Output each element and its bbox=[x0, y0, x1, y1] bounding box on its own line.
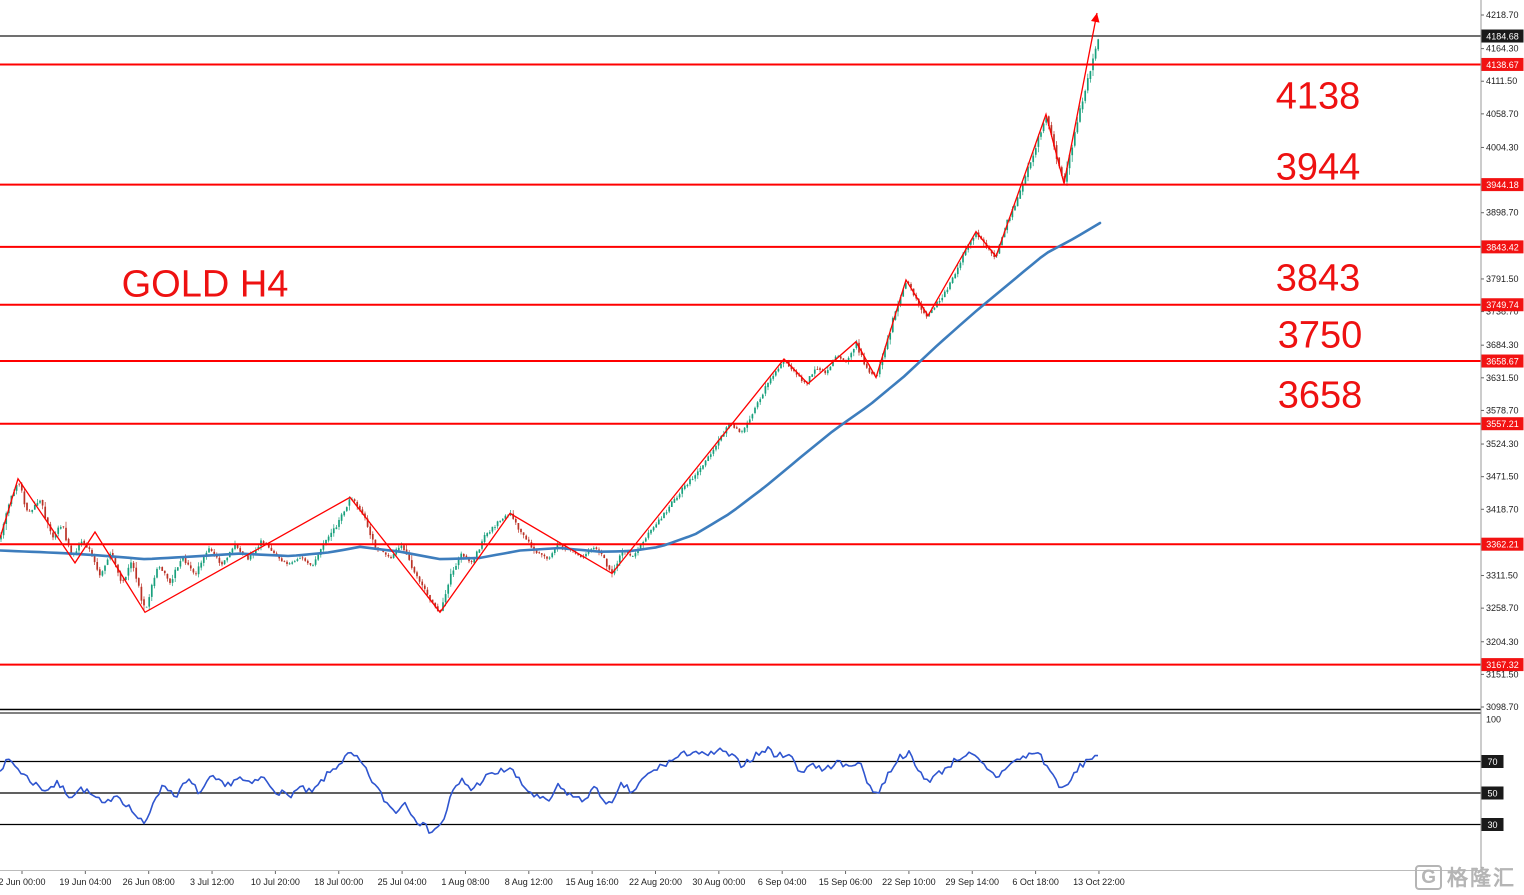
moving-average-line bbox=[0, 221, 1102, 561]
watermark-text: 格隆汇 bbox=[1447, 867, 1516, 890]
time-axis-label: 3 Jul 12:00 bbox=[190, 877, 234, 887]
price-axis-label: 3524.30 bbox=[1486, 439, 1519, 449]
watermark-logo-icon: G bbox=[1415, 864, 1442, 890]
rsi-level-tag-label: 50 bbox=[1487, 789, 1497, 799]
price-level-tag-label: 3167.32 bbox=[1486, 660, 1519, 670]
rsi-level-tag bbox=[1481, 755, 1504, 768]
price-level-tag-label: 4138.67 bbox=[1486, 60, 1519, 70]
price-axis-label: 3791.50 bbox=[1486, 274, 1519, 284]
level-annotation-3750[interactable]: 3750 bbox=[1277, 314, 1363, 357]
price-axis-label: 3258.70 bbox=[1486, 603, 1519, 613]
time-axis-label: 22 Sep 10:00 bbox=[882, 877, 936, 887]
price-level-tag bbox=[1481, 240, 1524, 254]
price-axis-label: 3151.50 bbox=[1486, 669, 1519, 679]
price-level-tag bbox=[1481, 178, 1524, 192]
time-axis-label: 1 Aug 08:00 bbox=[441, 877, 489, 887]
price-level-tag-label: 3362.21 bbox=[1486, 540, 1519, 550]
current-price-tag-label: 4184.68 bbox=[1486, 32, 1519, 42]
price-level-tag bbox=[1481, 537, 1524, 551]
price-level-tag-label: 3944.18 bbox=[1486, 180, 1519, 190]
rsi-level-tag bbox=[1481, 818, 1504, 831]
rsi-level-tag bbox=[1481, 786, 1504, 800]
price-axis-label: 3631.50 bbox=[1486, 373, 1519, 383]
price-axis-label: 4058.70 bbox=[1486, 109, 1519, 119]
price-axis-label: 3098.70 bbox=[1486, 702, 1519, 712]
time-axis-label: 10 Jul 20:00 bbox=[251, 877, 300, 887]
arrow-up-icon bbox=[1091, 12, 1100, 23]
price-level-tag-label: 3557.21 bbox=[1486, 419, 1519, 429]
price-level-tag bbox=[1481, 298, 1524, 312]
rsi-axis-label: 100 bbox=[1486, 714, 1501, 724]
time-axis-label: 29 Sep 14:00 bbox=[945, 877, 999, 887]
time-axis-label: 8 Aug 12:00 bbox=[505, 877, 553, 887]
current-price-tag bbox=[1481, 29, 1524, 43]
support-resistance-lines[interactable] bbox=[0, 63, 1481, 666]
time-axis-label: 6 Sep 04:00 bbox=[758, 877, 807, 887]
time-axis-label: 15 Aug 16:00 bbox=[566, 877, 619, 887]
price-level-tag bbox=[1481, 354, 1524, 368]
price-level-tag-label: 3749.74 bbox=[1486, 300, 1519, 310]
time-axis-label: 30 Aug 00:00 bbox=[692, 877, 745, 887]
price-axis-label: 3738.70 bbox=[1486, 307, 1519, 317]
time-axis-label: 22 Aug 20:00 bbox=[629, 877, 682, 887]
candlestick-series bbox=[0, 38, 1100, 612]
time-axis-label: 6 Oct 18:00 bbox=[1012, 877, 1059, 887]
rsi-level-tag-label: 70 bbox=[1487, 757, 1497, 767]
price-level-tag bbox=[1481, 417, 1524, 431]
price-level-tag bbox=[1481, 57, 1524, 71]
zigzag-trendline[interactable] bbox=[0, 12, 1100, 614]
level-annotation-4138[interactable]: 4138 bbox=[1275, 75, 1361, 118]
price-axis-label: 3311.50 bbox=[1486, 571, 1518, 581]
time-axis-label: 13 Oct 22:00 bbox=[1073, 877, 1125, 887]
price-axis-label: 3684.30 bbox=[1486, 340, 1519, 350]
rsi-line bbox=[0, 746, 1099, 834]
price-axis-label: 4218.70 bbox=[1486, 10, 1519, 20]
price-level-tag-label: 3843.42 bbox=[1486, 242, 1519, 252]
time-axis-label: 19 Jun 04:00 bbox=[59, 877, 111, 887]
price-axis-label: 4164.30 bbox=[1486, 44, 1519, 54]
price-axis-label: 3471.50 bbox=[1486, 472, 1519, 482]
time-axis-label: 15 Sep 06:00 bbox=[819, 877, 873, 887]
time-axis-label: 25 Jul 04:00 bbox=[378, 877, 427, 887]
price-level-tag-label: 3658.67 bbox=[1486, 357, 1519, 367]
price-axis[interactable]: 4218.70 4164.30 4111.50 4058.70 4004.30 3898.… bbox=[1481, 10, 1524, 831]
level-annotation-3944[interactable]: 3944 bbox=[1275, 146, 1361, 189]
watermark: G 格隆汇 bbox=[1415, 862, 1516, 892]
chart-title-annotation[interactable]: GOLD H4 bbox=[121, 263, 289, 306]
price-axis-label: 3418.70 bbox=[1486, 504, 1519, 514]
level-annotation-3843[interactable]: 3843 bbox=[1275, 257, 1361, 300]
price-axis-label: 3578.70 bbox=[1486, 405, 1519, 415]
time-axis[interactable]: 2 Jun 00:00 19 Jun 04:00 26 Jun 08:00 3 Jul… bbox=[0, 871, 1125, 887]
price-axis-label: 4111.50 bbox=[1486, 76, 1517, 86]
price-axis-label: 3204.30 bbox=[1486, 637, 1519, 647]
time-axis-label: 26 Jun 08:00 bbox=[123, 877, 175, 887]
price-axis-label: 4004.30 bbox=[1486, 142, 1519, 152]
level-annotation-3658[interactable]: 3658 bbox=[1277, 374, 1363, 417]
rsi-level-tag-label: 30 bbox=[1487, 820, 1497, 830]
price-level-tag bbox=[1481, 658, 1524, 672]
time-axis-label: 18 Jul 00:00 bbox=[314, 877, 363, 887]
time-axis-label: 2 Jun 00:00 bbox=[0, 877, 46, 887]
price-axis-label: 3898.70 bbox=[1486, 208, 1519, 218]
